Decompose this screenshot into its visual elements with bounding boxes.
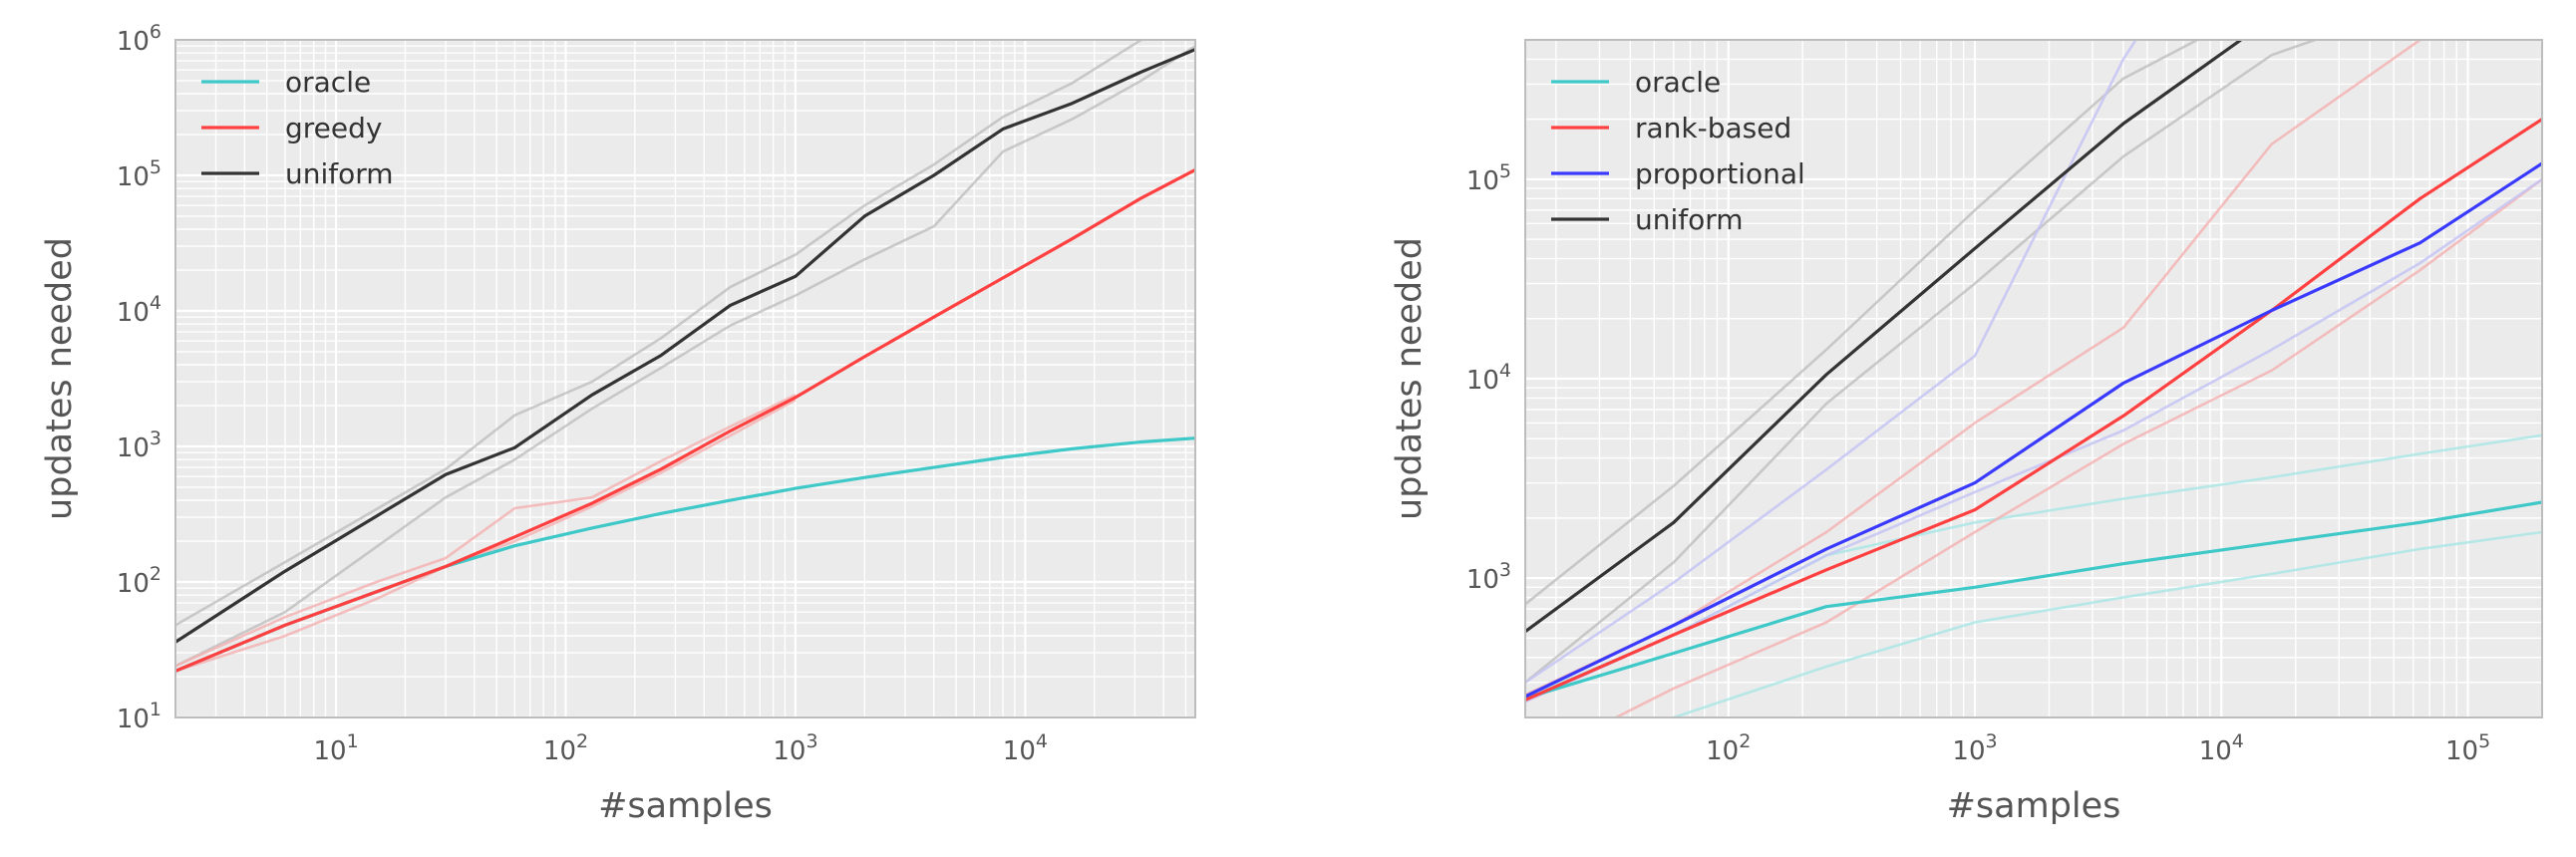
legend-label-proportional: proportional	[1635, 157, 1805, 190]
series-line-uniform	[175, 48, 1195, 644]
x-tick-label: 102	[1706, 730, 1751, 766]
x-tick-label: 104	[1003, 730, 1048, 766]
x-tick-label: 104	[2199, 730, 2244, 766]
y-axis-label: updates needed	[1390, 237, 1430, 520]
series-line-proportional	[1525, 161, 2542, 699]
legend: oracle greedy uniform	[201, 66, 394, 190]
x-tick-label: 102	[543, 730, 588, 766]
series-line-band-4	[175, 45, 1195, 668]
series-line-oracle	[1525, 500, 2542, 701]
y-tick-label: 101	[117, 699, 161, 734]
x-axis-label: #samples	[1947, 786, 2121, 826]
chart-panel-1: 101 102 103 104 101 102 103 104 105 106 #samples up…	[40, 21, 1196, 826]
plot-frame	[174, 39, 1196, 718]
legend-label-greedy: greedy	[285, 112, 382, 144]
y-tick-label: 105	[1466, 160, 1511, 196]
legend: oracle rank-based proportional uniform	[1551, 66, 1805, 236]
x-tick-label: 103	[1952, 730, 1997, 766]
y-tick-label: 104	[1466, 360, 1511, 396]
legend-label-uniform: uniform	[1635, 203, 1744, 236]
y-tick-label: 104	[117, 292, 161, 328]
chart-panel-2: 102 103 104 105 103 104 105 #samples updates nee…	[1390, 39, 2543, 826]
grid	[1525, 40, 2542, 717]
legend-label-uniform: uniform	[285, 157, 394, 190]
series-line-band-6	[175, 399, 797, 673]
series-line-greedy	[175, 167, 1195, 673]
y-tick-label: 103	[1466, 559, 1511, 595]
series-line-band-5	[1525, 40, 2316, 684]
series-line-rank-based	[1525, 118, 2542, 702]
series-line-uniform	[1525, 40, 2242, 633]
legend-label-oracle: oracle	[285, 66, 371, 99]
x-tick-label: 105	[2445, 730, 2490, 766]
x-axis-label: #samples	[598, 786, 773, 826]
y-tick-label: 105	[117, 156, 161, 192]
series-line-band-10	[1525, 40, 2137, 684]
series-line-band-9	[1615, 177, 2542, 717]
series-line-band-4	[1525, 40, 2198, 606]
y-tick-label: 106	[117, 21, 161, 57]
x-tick-label: 103	[773, 730, 817, 766]
series-lines	[1525, 40, 2542, 717]
y-tick-label: 102	[117, 563, 161, 599]
legend-label-rank-based: rank-based	[1635, 112, 1791, 144]
y-axis-label: updates needed	[40, 237, 80, 520]
x-tick-label: 101	[313, 730, 358, 766]
legend-label-oracle: oracle	[1635, 66, 1721, 99]
series-lines	[175, 40, 1195, 673]
plot-frame	[1524, 39, 2543, 718]
series-line-band-3	[175, 40, 1145, 627]
grid	[175, 40, 1195, 717]
y-tick-label: 103	[117, 428, 161, 463]
series-line-band-5	[175, 394, 797, 668]
series-line-band-7	[1671, 530, 2542, 717]
